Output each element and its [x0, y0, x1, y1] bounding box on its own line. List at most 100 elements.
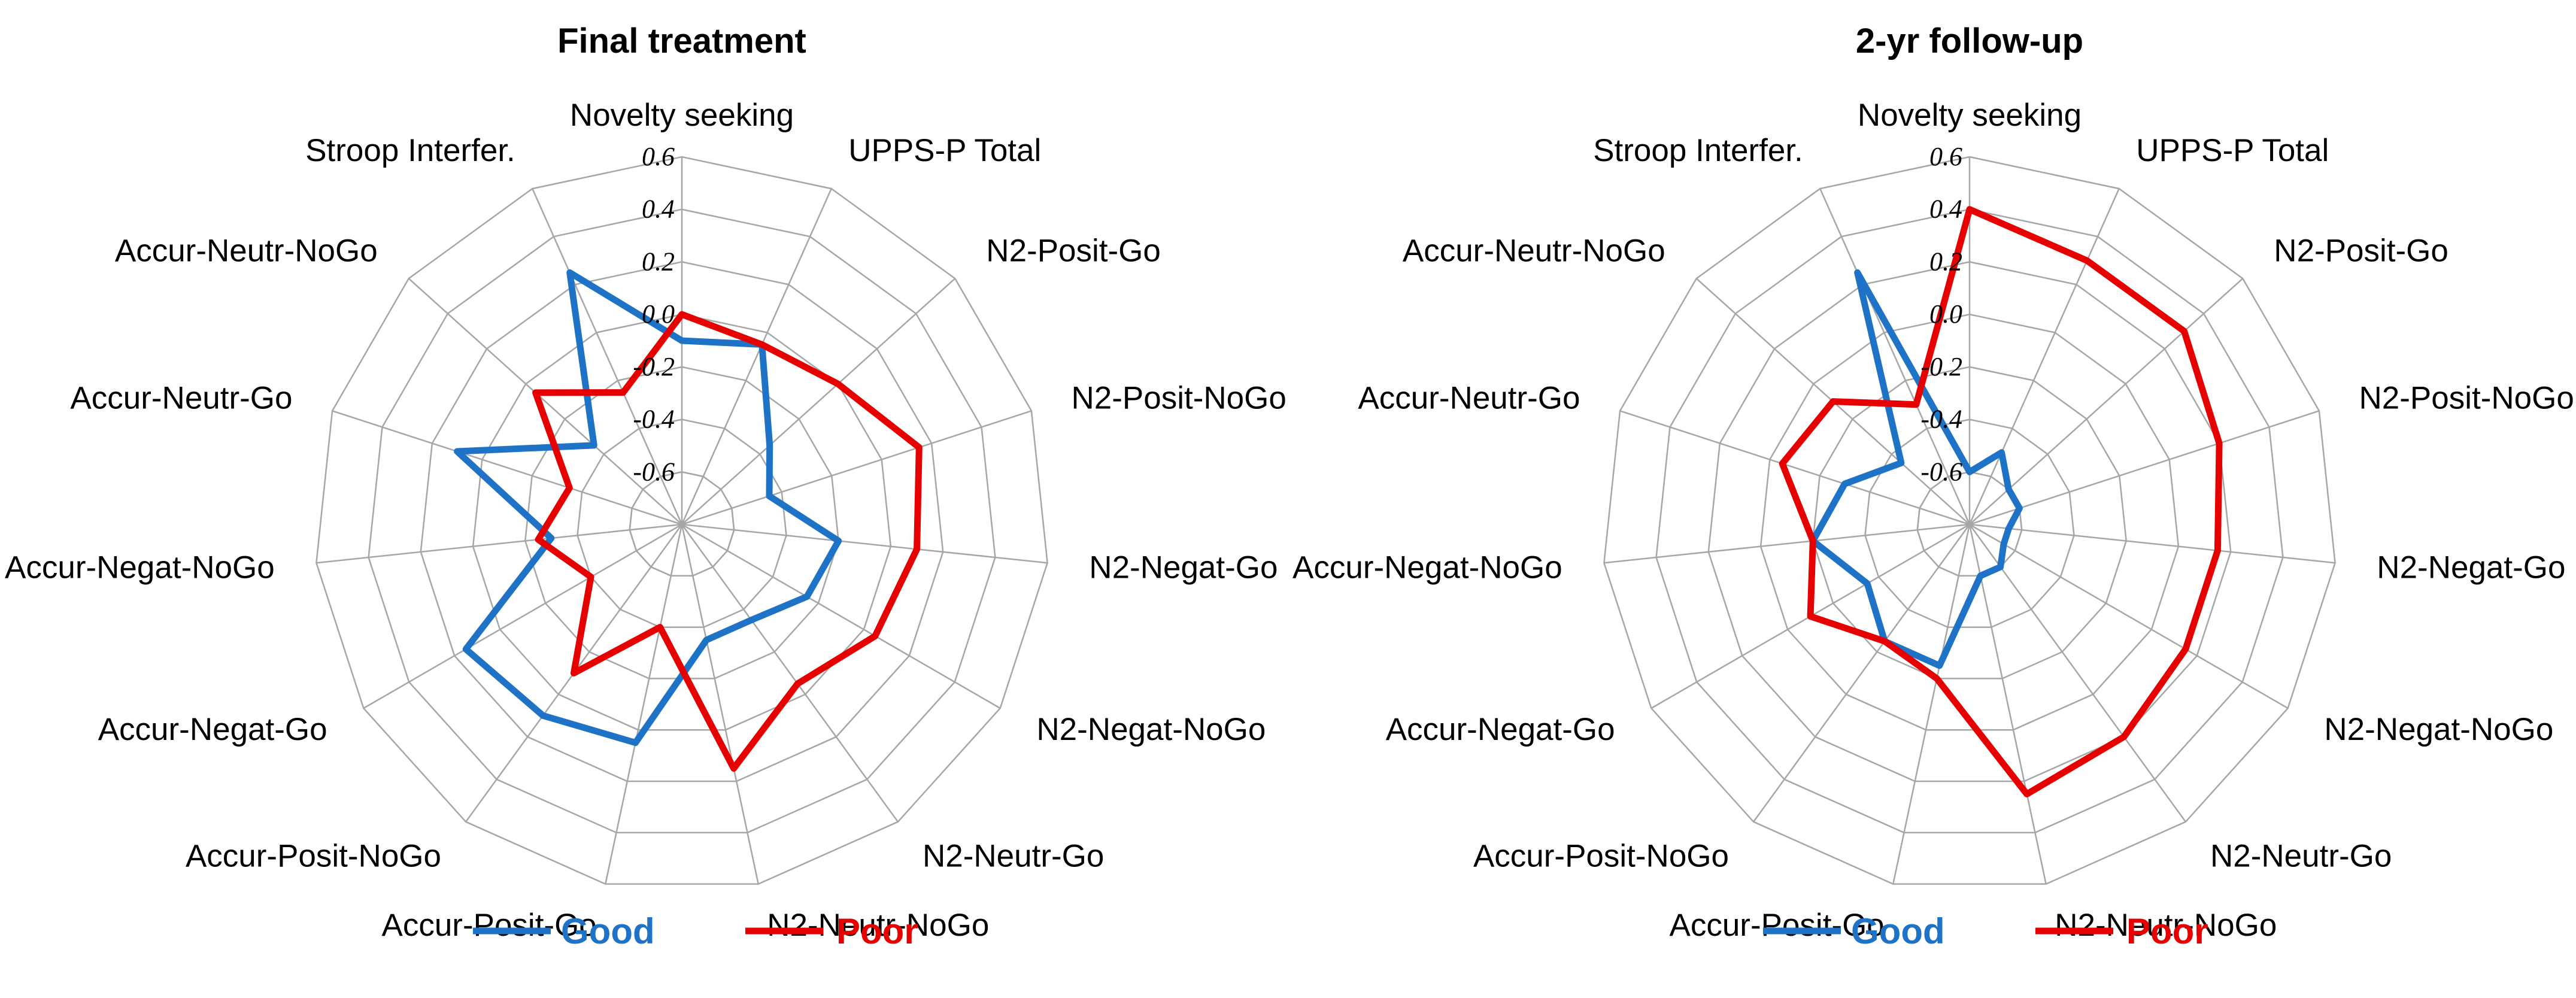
- axis-label: N2-Posit-Go: [2274, 233, 2448, 268]
- axis-label: Accur-Negat-NoGo: [5, 550, 275, 586]
- series-poor: [1779, 206, 2223, 797]
- axis-spoke: [408, 278, 682, 525]
- axis-label: N2-Neutr-NoGo: [2055, 908, 2277, 943]
- tick-label: 0.2: [642, 247, 675, 276]
- axis-labels: Novelty seeking UPPS-P Total N2-Posit-Go N2…: [5, 98, 1287, 943]
- axis-spoke: [363, 523, 682, 709]
- axis-label: UPPS-P Total: [848, 133, 1041, 168]
- axis-spoke: [1969, 523, 2289, 709]
- axis-label: N2-Posit-NoGo: [2359, 381, 2574, 416]
- axis-spoke: [605, 524, 683, 884]
- axis-spoke: [681, 523, 1048, 564]
- axis-label: Accur-Neutr-Go: [70, 381, 292, 416]
- grid-ring: [1707, 261, 2232, 782]
- axis-label: Accur-Posit-NoGo: [186, 838, 441, 873]
- axis-label: N2-Negat-Go: [1089, 550, 1278, 586]
- axis-label: N2-Neutr-NoGo: [767, 908, 989, 943]
- tick-label: -0.4: [1920, 405, 1962, 434]
- axis-spoke: [332, 410, 682, 526]
- axis-label: N2-Negat-NoGo: [2324, 712, 2553, 747]
- tick-label: 0.6: [642, 142, 675, 171]
- tick-label: 0.0: [1929, 299, 1962, 329]
- tick-label: -0.6: [633, 457, 675, 486]
- axis-label: Accur-Negat-Go: [98, 712, 327, 747]
- legend-label-good: Good: [561, 911, 655, 951]
- axis-label: N2-Posit-Go: [986, 233, 1161, 268]
- axis-spoke: [681, 523, 1001, 709]
- axis-label: N2-Negat-NoGo: [1036, 712, 1266, 747]
- radar-series: [1779, 206, 2223, 797]
- grid-ring: [1603, 156, 2336, 885]
- radar-grid: [1603, 156, 2336, 885]
- axis-label: N2-Posit-NoGo: [1072, 381, 1287, 416]
- axis-spoke: [1968, 188, 2120, 525]
- tick-labels: 0.6 0.4 0.2 0.0 -0.2 -0.4 -0.6: [633, 142, 675, 486]
- axis-spoke: [1819, 188, 1971, 525]
- axis-spoke: [681, 188, 832, 525]
- series-poor: [532, 311, 923, 772]
- axis-label: Novelty seeking: [570, 98, 794, 133]
- axis-spoke: [1968, 524, 2186, 823]
- grid-ring: [472, 313, 892, 731]
- grid-ring: [1759, 313, 2180, 731]
- grid-ring-inner: [629, 471, 735, 577]
- axis-label: Accur-Negat-Go: [1386, 712, 1615, 747]
- axis-spoke: [681, 524, 759, 884]
- axis-label: Novelty seeking: [1858, 98, 2082, 133]
- legend-label-poor: Poor: [836, 911, 918, 951]
- axis-spoke: [681, 278, 956, 525]
- legend-label-poor: Poor: [2126, 911, 2208, 951]
- legend-label-good: Good: [1851, 911, 1945, 951]
- grid-ring: [368, 208, 996, 834]
- legend: Good Poor: [1763, 911, 2208, 951]
- grid-ring: [315, 156, 1048, 885]
- axis-spoke: [1892, 524, 1971, 884]
- axis-label: Accur-Negat-NoGo: [1292, 550, 1562, 586]
- chart-title: 2-yr follow-up: [1856, 22, 2083, 60]
- axis-spoke: [316, 523, 682, 564]
- axis-spoke: [1604, 523, 1970, 564]
- tick-label: 0.2: [1929, 247, 1962, 276]
- tick-label: -0.6: [1920, 457, 1962, 486]
- tick-labels: 0.6 0.4 0.2 0.0 -0.2 -0.4 -0.6: [1920, 142, 1962, 486]
- axis-label: Stroop Interfer.: [305, 133, 515, 168]
- axis-label: Accur-Neutr-Go: [1358, 381, 1580, 416]
- axis-label: Accur-Neutr-NoGo: [1403, 233, 1665, 268]
- axis-label: Accur-Posit-Go: [381, 908, 596, 943]
- axis-spoke: [1753, 524, 1971, 823]
- grid-ring: [1812, 366, 2127, 680]
- axis-spoke: [1619, 410, 1970, 526]
- tick-label: 0.4: [642, 195, 675, 224]
- axis-label: N2-Neutr-Go: [2210, 838, 2392, 873]
- axis-spoke: [681, 410, 1032, 526]
- axis-label: Accur-Posit-Go: [1669, 908, 1884, 943]
- radar-series: [454, 269, 923, 772]
- axis-spoke: [1968, 524, 2047, 884]
- series-good: [454, 269, 842, 747]
- radar-grid: [315, 156, 1048, 885]
- chart-title: Final treatment: [557, 22, 806, 60]
- axis-labels: Novelty seeking UPPS-P Total N2-Posit-Go N2…: [1292, 98, 2574, 943]
- axis-spoke: [532, 188, 683, 525]
- axis-label: Stroop Interfer.: [1593, 133, 1803, 168]
- tick-label: 0.4: [1929, 195, 1962, 224]
- grid-ring: [420, 261, 944, 782]
- tick-label: -0.2: [1920, 352, 1962, 381]
- axis-label: N2-Neutr-Go: [923, 838, 1104, 873]
- axis-spoke: [1969, 410, 2320, 526]
- axis-label: N2-Negat-Go: [2377, 550, 2565, 586]
- tick-label: -0.4: [633, 405, 675, 434]
- series-good: [1809, 269, 2023, 669]
- panel-2yr-follow-up: 2-yr follow-up Novelty seeking UPPS-P Tot…: [1292, 22, 2574, 951]
- legend: Good Poor: [473, 911, 918, 951]
- axis-label: UPPS-P Total: [2136, 133, 2329, 168]
- axis-label: Accur-Posit-NoGo: [1473, 838, 1729, 873]
- grid-ring: [1655, 208, 2284, 834]
- tick-label: 0.0: [642, 299, 675, 329]
- panel-final-treatment: Final treatment Novelty seeking UPPS-P To…: [5, 22, 1287, 951]
- axis-spoke: [1969, 278, 2244, 525]
- axis-spoke: [1969, 523, 2335, 564]
- axis-spoke: [681, 524, 899, 823]
- tick-label: -0.2: [633, 352, 675, 381]
